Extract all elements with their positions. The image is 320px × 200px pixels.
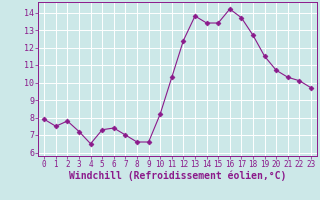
X-axis label: Windchill (Refroidissement éolien,°C): Windchill (Refroidissement éolien,°C) <box>69 171 286 181</box>
